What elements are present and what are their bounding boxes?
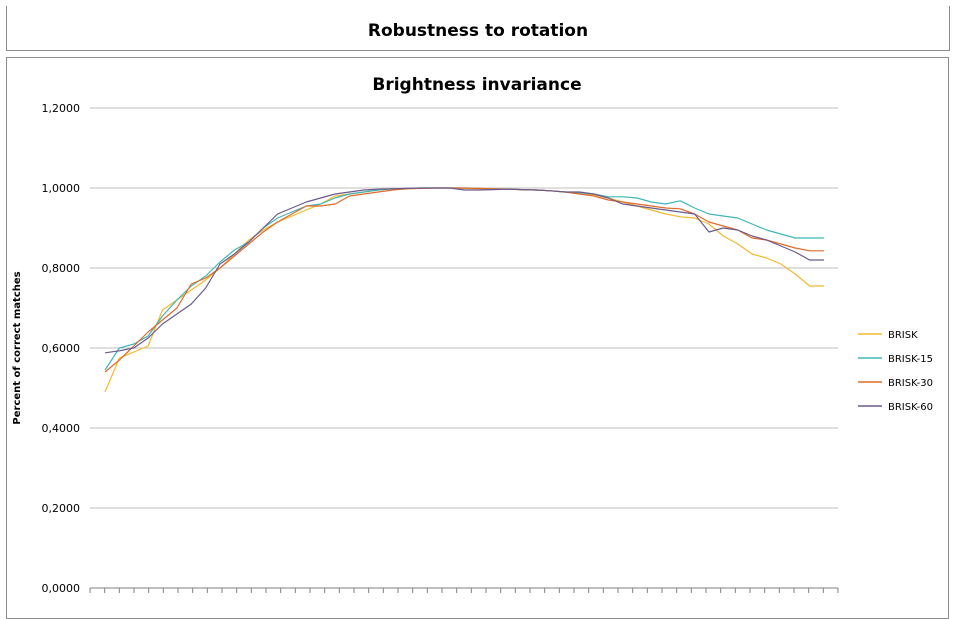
y-tick-label: 1,2000 [42, 102, 81, 115]
y-tick-label: 0,2000 [42, 502, 81, 515]
outer-chart-title: Robustness to rotation [367, 21, 589, 41]
series-line-brisk-30 [104, 187, 824, 373]
chart-panel [6, 57, 949, 619]
y-tick-label: 1,0000 [42, 182, 81, 195]
outer-title-panel: Robustness to rotation [6, 6, 950, 51]
x-axis [89, 587, 839, 593]
y-tick-label: 0,0000 [42, 582, 81, 595]
chart-title: Brightness invariance [372, 75, 581, 95]
y-axis-ticks: 0,0000 0,2000 0,4000 0,6000 0,8000 1,0000 1,20… [42, 102, 81, 595]
line-chart: Brightness invariance Percent of correct… [12, 75, 933, 595]
y-tick-label: 0,4000 [42, 422, 81, 435]
y-axis-label: Percent of correct matches [12, 271, 23, 424]
series-line-brisk-60 [104, 187, 824, 354]
legend-label: BRISK [888, 330, 918, 341]
y-tick-label: 0,6000 [42, 342, 81, 355]
gridlines [90, 107, 838, 509]
legend-label: BRISK-15 [888, 354, 933, 365]
series-line-brisk [104, 187, 824, 393]
series-line-brisk-15 [104, 187, 824, 371]
legend: BRISK BRISK-15 BRISK-30 BRISK-60 [858, 330, 933, 413]
y-tick-label: 0,8000 [42, 262, 81, 275]
legend-label: BRISK-30 [888, 378, 933, 389]
legend-label: BRISK-60 [888, 402, 933, 413]
series-lines [104, 187, 824, 393]
